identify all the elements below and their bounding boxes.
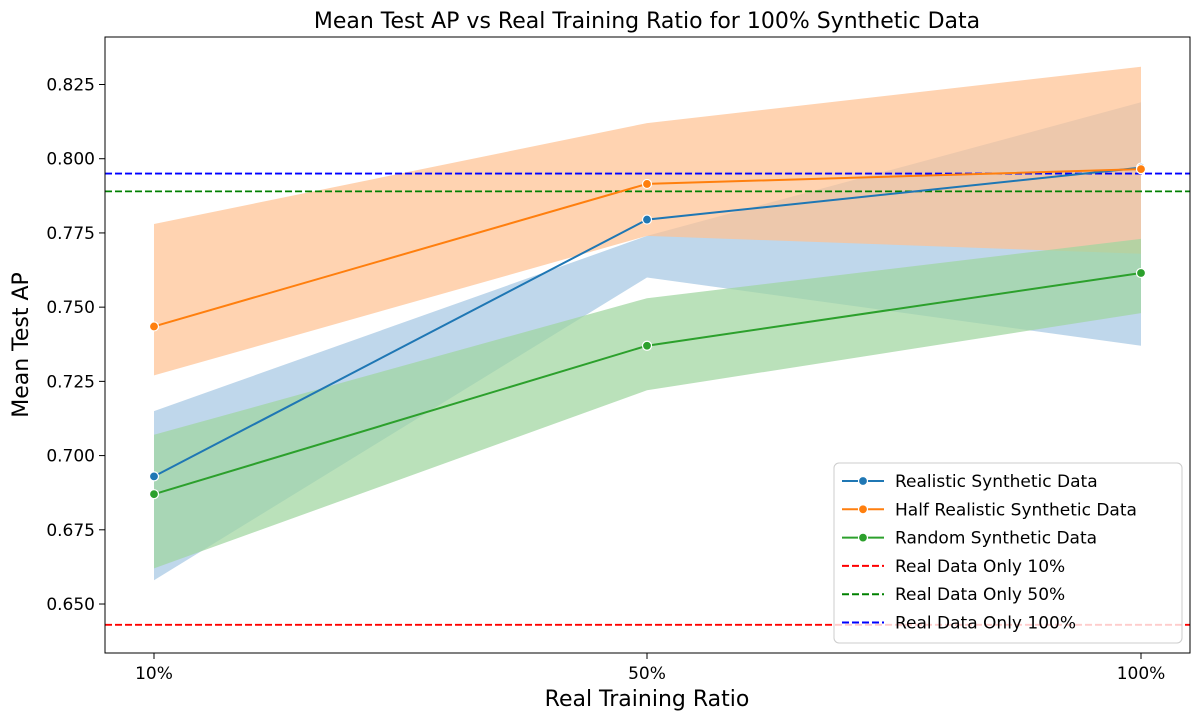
legend-item-real-data-only-10pct: Real Data Only 10% [842, 557, 1065, 577]
random-synthetic-data-point-2 [641, 340, 653, 351]
series-points [148, 162, 1147, 500]
y-tick-label: 0.700 [46, 447, 95, 467]
legend-label: Realistic Synthetic Data [895, 472, 1098, 492]
y-tick-label: 0.750 [46, 298, 95, 318]
legend-item-real-data-only-50pct: Real Data Only 50% [842, 585, 1065, 605]
legend-marker [857, 504, 869, 515]
legend-item-half-realistic-synthetic-data: Half Realistic Synthetic Data [842, 500, 1137, 520]
y-tick-label: 0.800 [46, 150, 95, 170]
x-axis-label: Real Training Ratio [545, 687, 750, 712]
x-tick-label: 10% [135, 664, 173, 684]
x-tick-label: 100% [1117, 664, 1166, 684]
y-tick-label: 0.675 [46, 521, 95, 541]
random-synthetic-data-band [154, 238, 1141, 569]
half-realistic-synthetic-data-point-1 [148, 321, 160, 332]
legend-item-realistic-synthetic-data: Realistic Synthetic Data [842, 472, 1098, 492]
legend-marker [857, 475, 869, 487]
legend-label: Real Data Only 50% [895, 585, 1065, 605]
random-synthetic-data-point-1 [148, 489, 160, 500]
legend-item-random-synthetic-data: Random Synthetic Data [842, 529, 1097, 549]
x-axis: 10% 50% 100% [135, 653, 1165, 684]
legend-label: Real Data Only 100% [895, 614, 1076, 634]
y-tick-label: 0.825 [46, 75, 95, 95]
chart-title: Mean Test AP vs Real Training Ratio for … [314, 9, 980, 34]
legend: Realistic Synthetic Data Half Realistic S… [833, 462, 1183, 644]
y-axis-label: Mean Test AP [9, 272, 34, 418]
y-tick-label: 0.650 [46, 595, 95, 615]
y-axis: 0.650 0.675 0.700 0.725 0.750 0.775 0.800 0.825 [46, 75, 105, 615]
legend-box [833, 462, 1183, 644]
y-tick-label: 0.725 [46, 372, 95, 392]
random-synthetic-data-point-3 [1135, 267, 1147, 279]
legend-label: Random Synthetic Data [895, 529, 1097, 549]
half-realistic-synthetic-data-point-2 [641, 178, 653, 190]
legend-label: Real Data Only 10% [895, 557, 1065, 577]
half-realistic-synthetic-data-point-3 [1135, 164, 1147, 175]
realistic-synthetic-data-point-1 [148, 471, 160, 482]
legend-label: Half Realistic Synthetic Data [895, 500, 1137, 520]
y-tick-label: 0.775 [46, 224, 95, 244]
legend-marker [857, 532, 869, 543]
legend-item-real-data-only-100pct: Real Data Only 100% [842, 614, 1076, 634]
realistic-synthetic-data-point-2 [641, 214, 653, 225]
x-tick-label: 50% [628, 664, 666, 684]
